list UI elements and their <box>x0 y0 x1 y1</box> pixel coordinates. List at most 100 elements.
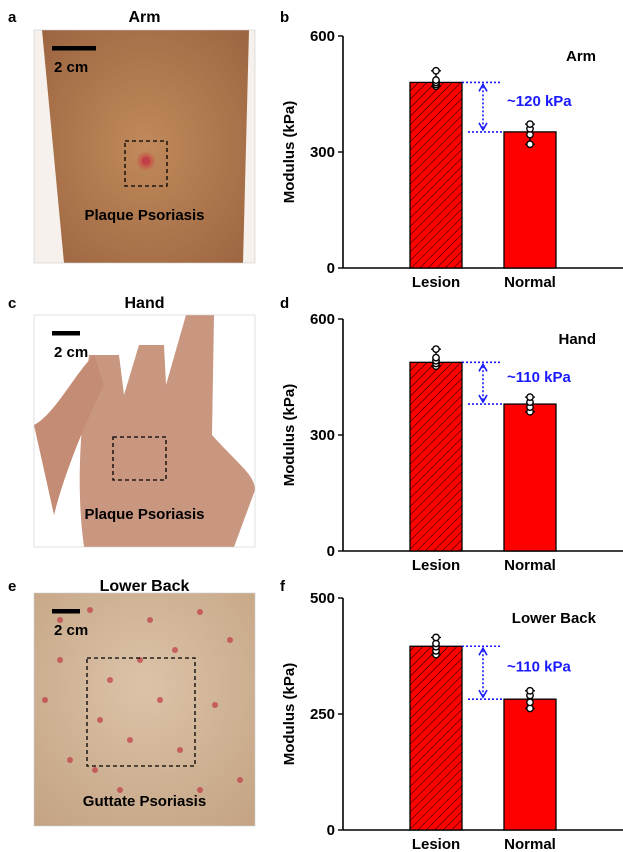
data-point <box>526 698 534 707</box>
diff-arrow-head-up <box>478 646 488 656</box>
bar-normal <box>503 403 557 552</box>
bar-lesion <box>409 81 463 269</box>
x-tick-label: Lesion <box>412 557 460 574</box>
y-tick-label: 300 <box>310 144 335 161</box>
spot-icon <box>117 787 123 793</box>
x-tick-label: Lesion <box>412 274 460 291</box>
y-tick-label: 0 <box>327 260 335 277</box>
bar-normal <box>503 698 557 831</box>
x-tick-label: Normal <box>504 836 556 852</box>
spot-icon <box>97 717 103 723</box>
bar-lesion <box>409 645 463 831</box>
x-tick-label: Normal <box>504 557 556 574</box>
panel-row: c Hand 2 cm Plaque Psoriasis d 0 300 600 Modulus… <box>8 295 623 574</box>
panel-row: a Arm 2 cm Plaque Psoriasis b 0 300 600 Modulus … <box>8 9 623 291</box>
bar-lesion <box>409 361 463 552</box>
chart-title: Arm <box>566 48 596 65</box>
panel-letter: f <box>280 578 286 595</box>
panel-letter: e <box>8 578 16 595</box>
y-tick-label: 300 <box>310 427 335 444</box>
data-point <box>432 353 440 362</box>
chart-title: Hand <box>559 331 597 348</box>
spot-icon <box>92 767 98 773</box>
back-skin-icon <box>34 593 255 826</box>
data-point <box>526 120 534 129</box>
lesion-box <box>86 657 196 767</box>
spot-icon <box>157 697 163 703</box>
scale-label: 2 cm <box>54 344 88 361</box>
spot-icon <box>127 737 133 743</box>
difference-label: ~120 kPa <box>507 93 572 110</box>
spot-icon <box>57 617 63 623</box>
panel-letter: d <box>280 295 289 312</box>
data-point <box>432 76 440 84</box>
chart-title: Lower Back <box>512 610 597 627</box>
panel-letter: b <box>280 9 289 26</box>
x-tick-label: Lesion <box>412 836 460 852</box>
lesion-core-icon <box>142 157 150 165</box>
spot-icon <box>227 637 233 643</box>
data-point <box>432 345 440 354</box>
data-point <box>432 66 440 75</box>
spot-icon <box>57 657 63 663</box>
data-point <box>526 393 534 402</box>
arm-skin-photo <box>33 29 256 264</box>
y-tick-label: 0 <box>327 822 335 839</box>
photo-frame <box>33 592 256 827</box>
y-axis-title: Modulus (kPa) <box>281 101 298 204</box>
y-tick-label: 600 <box>310 311 335 328</box>
lesion-box <box>124 140 168 187</box>
hand-skin-icon <box>79 315 255 547</box>
data-point <box>526 686 534 695</box>
photo-title: Arm <box>128 9 160 26</box>
spot-icon <box>172 647 178 653</box>
photo-caption: Plaque Psoriasis <box>84 207 204 224</box>
photo-frame <box>33 314 256 548</box>
diff-arrow-head-down <box>478 689 488 699</box>
scale-label: 2 cm <box>54 59 88 76</box>
y-tick-label: 250 <box>310 706 335 723</box>
arm-skin-icon <box>42 30 249 263</box>
photo-caption: Guttate Psoriasis <box>83 793 206 810</box>
spot-icon <box>87 607 93 613</box>
spot-icon <box>237 777 243 783</box>
photo-frame <box>33 29 256 264</box>
photo-title: Hand <box>125 295 165 312</box>
spot-icon <box>197 609 203 615</box>
x-tick-label: Normal <box>504 274 556 291</box>
data-point <box>432 633 440 642</box>
spot-icon <box>42 697 48 703</box>
diff-arrow-head-up <box>478 82 488 92</box>
data-point <box>526 140 534 149</box>
scale-bar <box>52 609 80 614</box>
thumb-icon <box>34 355 104 515</box>
bar-normal <box>503 131 557 269</box>
scale-label: 2 cm <box>54 622 88 639</box>
diff-arrow-head-down <box>478 122 488 132</box>
spot-icon <box>177 747 183 753</box>
y-tick-label: 600 <box>310 28 335 45</box>
y-axis-title: Modulus (kPa) <box>281 663 298 766</box>
scale-bar <box>52 46 96 51</box>
spot-icon <box>212 702 218 708</box>
diff-arrow-head-up <box>478 362 488 372</box>
panel-letter: c <box>8 295 16 312</box>
difference-label: ~110 kPa <box>507 659 571 676</box>
y-tick-label: 500 <box>310 590 335 607</box>
hand-skin-photo <box>33 314 256 548</box>
y-tick-label: 0 <box>327 543 335 560</box>
diff-arrow-head-down <box>478 394 488 404</box>
panel-row: e Lower Back 2 cm Guttate Psoriasis f 0 250 500… <box>8 578 623 852</box>
photo-title: Lower Back <box>100 578 190 595</box>
difference-label: ~110 kPa <box>507 369 571 386</box>
photo-caption: Plaque Psoriasis <box>84 506 204 523</box>
lower-back-skin-photo <box>33 592 256 827</box>
spot-icon <box>147 617 153 623</box>
spot-icon <box>107 677 113 683</box>
y-axis-title: Modulus (kPa) <box>281 384 298 487</box>
spot-icon <box>67 757 73 763</box>
panel-letter: a <box>8 9 17 26</box>
lesion-box <box>112 436 167 481</box>
spot-icon <box>197 787 203 793</box>
scale-bar <box>52 331 80 336</box>
